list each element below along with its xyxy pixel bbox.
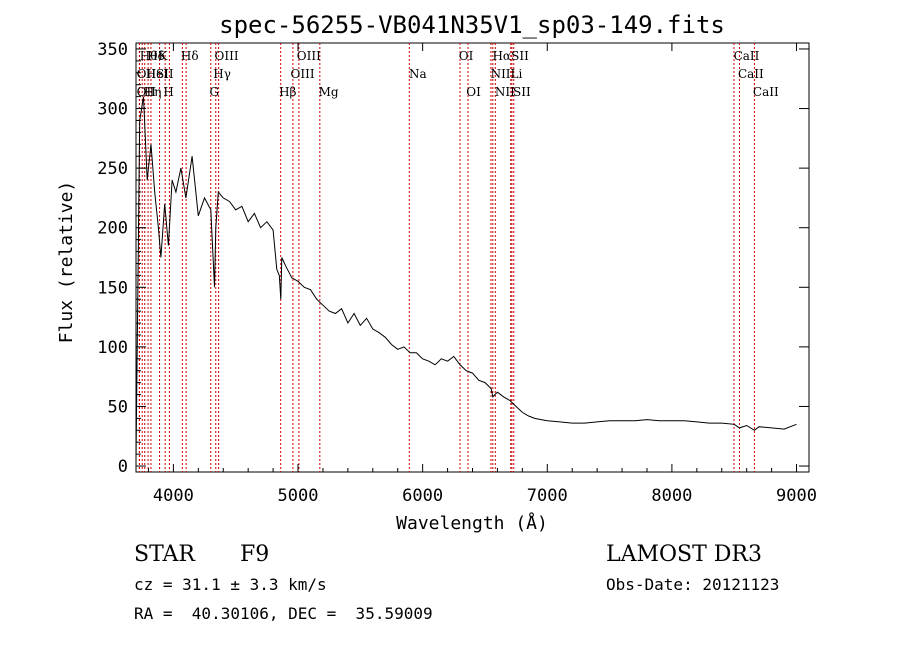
chart-title: spec-56255-VB041N35V1_sp03-149.fits [219,11,725,39]
line-label: Hα [492,49,511,63]
y-tick-label: 250 [97,159,128,179]
x-axis-label: Wavelength (Å) [396,512,548,534]
line-label: OI [459,49,474,63]
line-label: Na [409,67,427,81]
x-tick-label: 8000 [651,486,692,506]
y-tick-label: 100 [97,338,128,358]
x-tick-label: 4000 [153,486,194,506]
y-axis-ticks: 0 50 100 150 200 250 300 350 [97,40,809,477]
line-label: OIII [297,49,321,63]
line-label: OIII [291,67,315,81]
line-label: OII [137,67,157,81]
line-label: NII [491,67,511,81]
sky-coordinates: RA = 40.30106, DEC = 35.59009 [134,604,433,623]
line-label: CaII [738,67,764,81]
line-label: OII [137,85,157,99]
x-tick-label: 7000 [527,486,568,506]
redshift-value: cz = 31.1 ± 3.3 km/s [134,575,327,594]
line-label: OIII [215,49,239,63]
line-label: H [163,85,173,99]
object-class: STAR [134,542,196,567]
survey-name: LAMOST DR3 [606,542,762,567]
y-tick-label: 350 [97,40,128,60]
line-label: SII [513,85,531,99]
line-label: Hη [144,85,162,99]
y-tick-label: 200 [97,219,128,239]
line-label: SII [156,67,174,81]
line-label: Hδ [147,49,165,63]
line-label: HeI [146,67,169,81]
line-label: Hθ [140,49,158,63]
line-label: Hγ [213,67,231,81]
line-label: G [210,85,220,99]
y-tick-label: 50 [108,397,128,417]
x-tick-label: 6000 [402,486,443,506]
y-tick-label: 0 [118,457,128,477]
x-tick-label: 5000 [278,486,319,506]
plot-frame [135,42,810,473]
line-label: Hβ [279,85,296,99]
line-label: SII [511,49,529,63]
spectrum-series-line [135,96,797,461]
observation-date: Obs-Date: 20121123 [606,575,779,594]
spectral-line-labels: OII OII Hθ Hη Hδ HeI K H SII Hδ G Hγ OIII Hβ OIII OIII M… [137,49,779,99]
line-label: OI [466,85,481,99]
y-axis-label: Flux (relative) [56,181,77,344]
line-label: Li [511,67,523,81]
line-label: NII [495,85,515,99]
y-tick-label: 150 [97,278,128,298]
x-axis-ticks: 4000 5000 6000 7000 8000 9000 [147,43,817,506]
plot-area: OII OII Hθ Hη Hδ HeI K H SII Hδ G Hγ OIII Hβ OIII OIII M… [135,42,810,473]
line-label: K [158,49,168,63]
object-subclass: F9 [240,542,269,567]
x-tick-label: 9000 [776,486,817,506]
line-label: CaII [753,85,779,99]
spectral-line-markers [138,43,755,472]
line-label: CaII [734,49,760,63]
y-tick-label: 300 [97,100,128,120]
line-label: Mg [319,85,339,99]
line-label: Hδ [181,49,199,63]
